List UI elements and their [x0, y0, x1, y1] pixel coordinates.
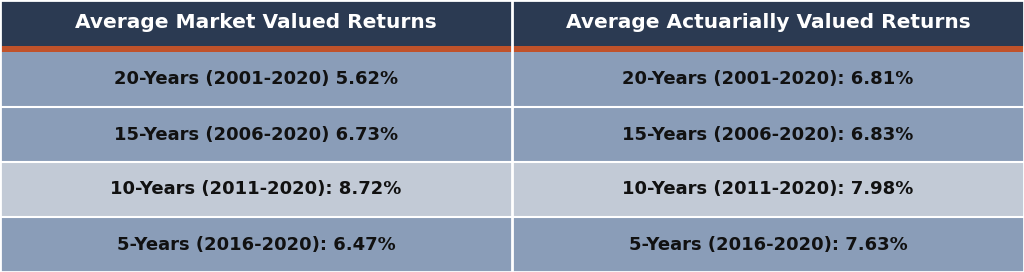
Text: 20-Years (2001-2020): 6.81%: 20-Years (2001-2020): 6.81% [623, 70, 913, 88]
Bar [0, 0, 1024, 46]
Text: 10-Years (2011-2020): 8.72%: 10-Years (2011-2020): 8.72% [111, 181, 401, 199]
Bar [512, 162, 1024, 217]
Text: 5-Years (2016-2020): 7.63%: 5-Years (2016-2020): 7.63% [629, 236, 907, 254]
Bar [0, 217, 512, 272]
Bar [512, 52, 1024, 107]
Text: 15-Years (2006-2020) 6.73%: 15-Years (2006-2020) 6.73% [114, 125, 398, 144]
Text: 10-Years (2011-2020): 7.98%: 10-Years (2011-2020): 7.98% [623, 181, 913, 199]
Text: Average Actuarially Valued Returns: Average Actuarially Valued Returns [565, 14, 971, 32]
Text: 15-Years (2006-2020): 6.83%: 15-Years (2006-2020): 6.83% [623, 125, 913, 144]
Bar [0, 46, 1024, 52]
Bar [0, 107, 512, 162]
Text: 5-Years (2016-2020): 6.47%: 5-Years (2016-2020): 6.47% [117, 236, 395, 254]
Bar [512, 107, 1024, 162]
Bar [512, 217, 1024, 272]
Bar [0, 162, 512, 217]
Text: 20-Years (2001-2020) 5.62%: 20-Years (2001-2020) 5.62% [114, 70, 398, 88]
Text: Average Market Valued Returns: Average Market Valued Returns [75, 14, 437, 32]
Bar [0, 52, 512, 107]
